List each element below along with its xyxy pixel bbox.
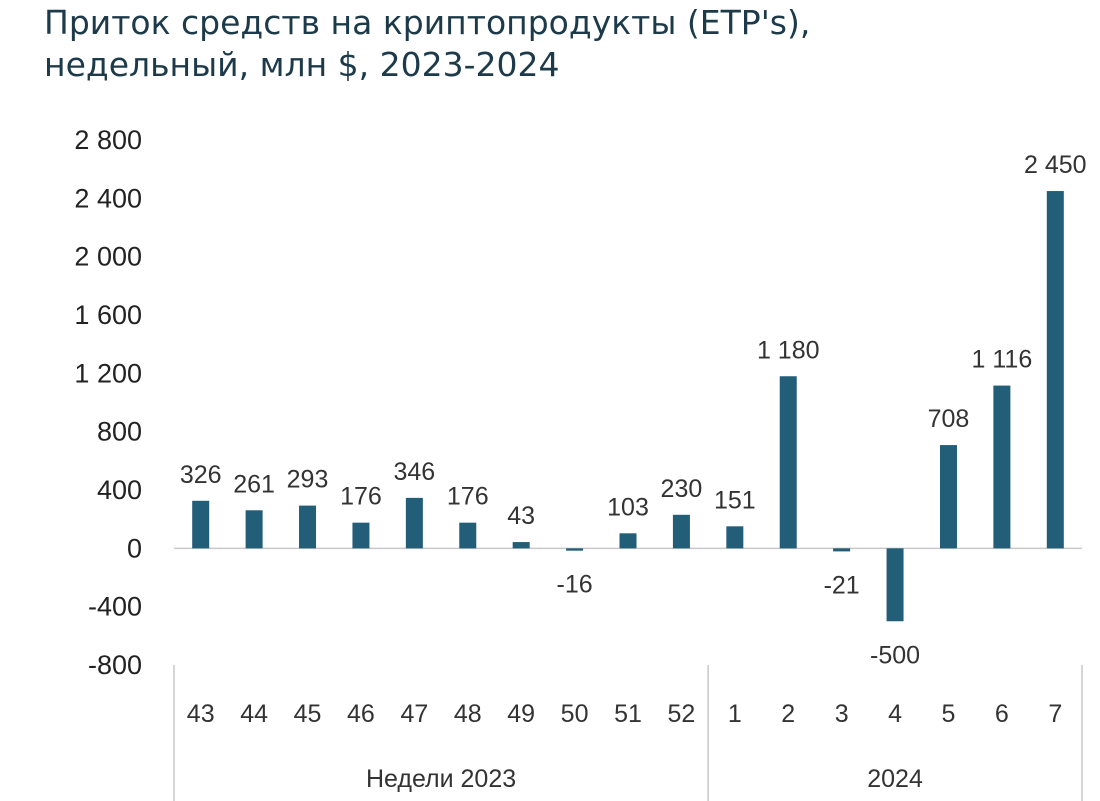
bar-data-label: 293 — [287, 466, 329, 494]
y-tick-label: 0 — [127, 533, 142, 563]
bar-data-label: 346 — [393, 458, 435, 486]
y-tick-label: -400 — [88, 592, 142, 622]
bars — [192, 191, 1064, 622]
bar-data-label: 1 180 — [757, 336, 820, 364]
y-tick-label: 800 — [97, 417, 142, 447]
x-tick-label: 44 — [240, 700, 268, 728]
x-tick-label: 45 — [294, 700, 322, 728]
y-tick-label: 2 000 — [74, 242, 142, 272]
x-tick-label: 48 — [454, 700, 482, 728]
x-axis-group-label: Недели 2023 — [366, 765, 516, 793]
x-tick-label: 2 — [781, 700, 795, 728]
bar — [672, 514, 690, 549]
y-tick-label: 2 800 — [74, 125, 142, 155]
bar-data-label: -500 — [870, 641, 920, 669]
x-tick-label: 4 — [888, 700, 902, 728]
bar-data-label: 261 — [233, 470, 275, 498]
bar — [299, 505, 317, 549]
y-tick-label: 1 600 — [74, 300, 142, 330]
x-tick-label: 6 — [995, 700, 1009, 728]
bar — [405, 497, 423, 549]
bar — [726, 526, 744, 549]
bar — [779, 376, 797, 549]
x-tick-label: 3 — [835, 700, 849, 728]
x-tick-label: 1 — [728, 700, 742, 728]
bar-data-label: 230 — [661, 475, 703, 503]
bar-data-label: 43 — [507, 502, 535, 530]
bar-data-label: 176 — [447, 483, 489, 511]
y-tick-label: 400 — [97, 475, 142, 505]
bar — [192, 500, 210, 549]
bar — [1046, 191, 1064, 549]
chart-title: Приток средств на криптопродукты (ETP's)… — [44, 2, 810, 86]
bar — [352, 522, 370, 549]
y-tick-label: 1 200 — [74, 358, 142, 388]
x-tick-label: 7 — [1048, 700, 1062, 728]
bar — [512, 542, 530, 549]
bar — [619, 533, 637, 549]
x-tick-label: 49 — [507, 700, 535, 728]
bar-data-label: 326 — [180, 461, 222, 489]
x-tick-label: 43 — [187, 700, 215, 728]
x-tick-label: 5 — [942, 700, 956, 728]
x-tick-label: 50 — [561, 700, 589, 728]
bar-data-label: 151 — [714, 486, 756, 514]
chart-title-line1: Приток средств на криптопродукты (ETP's)… — [44, 3, 811, 42]
bar-data-label: 1 116 — [972, 346, 1033, 374]
bar — [459, 522, 477, 549]
data-labels: 326 261 293 176 346 176 43 -16 103 230 151 1 180 -21… — [180, 151, 1087, 669]
x-tick-label: 51 — [614, 700, 642, 728]
bar-data-label: 2 450 — [1024, 151, 1087, 179]
bar — [886, 548, 904, 622]
x-axis-group-label: 2024 — [867, 765, 923, 793]
bar-data-label: -21 — [824, 571, 860, 599]
bar-data-label: 176 — [340, 483, 382, 511]
bar — [833, 548, 851, 552]
bar — [245, 510, 263, 549]
bar-data-label: -16 — [557, 571, 593, 599]
bar — [939, 445, 957, 549]
bar-data-label: 708 — [928, 405, 970, 433]
bar-data-label: 103 — [607, 493, 649, 521]
bar — [993, 385, 1011, 549]
y-tick-label: -800 — [88, 650, 142, 680]
x-tick-label: 46 — [347, 700, 375, 728]
y-tick-label: 2 400 — [74, 183, 142, 213]
bar — [566, 548, 584, 551]
chart-title-line2: недельный, млн $, 2023-2024 — [44, 45, 560, 84]
y-axis-ticks: 2 800 2 400 2 000 1 600 1 200 800 400 0 -400 -800 — [74, 125, 142, 680]
x-tick-label: 52 — [668, 700, 696, 728]
x-tick-label: 47 — [400, 700, 428, 728]
